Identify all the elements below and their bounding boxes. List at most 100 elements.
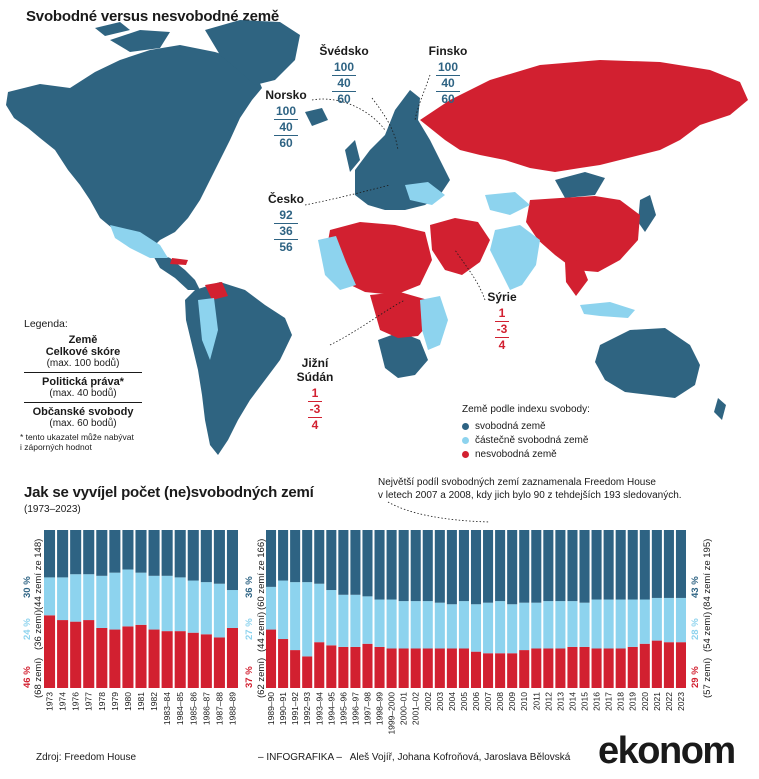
bar-segment [350, 594, 361, 647]
legend-footnote: * tento ukazatel může nabývat i zápornýc… [20, 432, 134, 452]
map-central-asia [485, 192, 530, 215]
legend-footnote-line2: i záporných hodnot [20, 442, 92, 452]
right-partly-pct: 28 % [690, 618, 701, 640]
bar-segment [627, 646, 638, 688]
bar-segment [96, 575, 108, 628]
bar-segment [314, 530, 325, 584]
right-free-pct: 43 % [690, 576, 701, 598]
left-notfree-note: (68 zemí) [33, 657, 44, 698]
tick-label: 1993–94 [314, 692, 324, 725]
tick-label: 1981 [136, 692, 146, 711]
score-political: -3 [308, 402, 322, 418]
bar-segment [639, 599, 650, 644]
bar-segment [213, 530, 225, 584]
tick-label: 2003 [435, 692, 445, 711]
score-country-name: Finsko [428, 44, 468, 58]
bar-segment [278, 580, 289, 640]
tick-label: 2019 [628, 692, 638, 711]
tick-label: 2004 [447, 692, 457, 711]
bar-segment [555, 648, 566, 688]
bar-segment [350, 646, 361, 688]
bar-segment [362, 643, 373, 688]
tick-label: 2015 [580, 692, 590, 711]
tick-label: 2012 [543, 692, 553, 711]
map-west-africa [318, 236, 356, 290]
bar-segment [374, 646, 385, 688]
score-political: 40 [274, 120, 298, 136]
right-partly-label: 28 % [690, 618, 701, 640]
bar-segment [326, 645, 337, 688]
score-country-name: Švédsko [319, 44, 369, 58]
bar-segment [591, 530, 602, 600]
score-czechia: Česko 92 36 56 [262, 192, 310, 255]
bar-segment [446, 530, 457, 605]
bar-segment [266, 629, 277, 688]
bar-segment [675, 597, 686, 643]
bar-segment [187, 632, 199, 688]
legend-land: Země [68, 334, 98, 346]
bar-segment [44, 530, 56, 578]
bar-segment [122, 569, 134, 627]
tick-label: 2011 [531, 692, 541, 711]
bar-segment [362, 530, 373, 597]
bar-segment [200, 634, 212, 688]
bar-segment [579, 602, 590, 647]
tick-label: 1988–89 [227, 692, 237, 725]
left-free-pct: 30 % [22, 576, 33, 598]
bar-segment [57, 620, 69, 688]
mid-notfree-label: 37 % [244, 666, 255, 688]
bar-segment [187, 530, 199, 581]
tick-label: 1991–92 [290, 692, 300, 725]
bar-segment [615, 530, 626, 600]
score-civil: 4 [498, 338, 506, 352]
map-indonesia [580, 302, 635, 318]
map-greenland [205, 20, 300, 85]
bar-segment [302, 582, 313, 657]
tick-label: 2016 [592, 692, 602, 711]
bar-segment [187, 580, 199, 633]
score-civil: 60 [279, 136, 293, 150]
score-political: 40 [436, 76, 460, 92]
bar-segment [543, 648, 554, 688]
mid-partly-note: (44 zemí) [256, 611, 267, 652]
bar-segment [579, 530, 590, 603]
tick-label: 1974 [58, 692, 68, 711]
bar-segment [57, 577, 69, 621]
bar-segment [639, 643, 650, 688]
score-political: 36 [274, 224, 298, 240]
tick-label: 1985–86 [188, 692, 198, 725]
bar-segment [458, 601, 469, 649]
footer-source: Zdroj: Freedom House [36, 752, 137, 763]
tick-label: 1977 [84, 692, 94, 711]
score-finland: Finsko 100 40 60 [422, 44, 474, 107]
tick-label: 1979 [110, 692, 120, 711]
annotation-leader [387, 501, 491, 523]
bar-segment [44, 577, 56, 616]
bar-segment [555, 530, 566, 602]
chart-annotation-line2: v letech 2007 a 2008, kdy jich bylo 90 z… [378, 490, 682, 501]
bar-segment [579, 646, 590, 688]
left-free-note: (44 zemí ze 148) [33, 538, 44, 610]
bar-segment [531, 602, 542, 649]
bar-segment [663, 530, 674, 598]
map-japan [638, 195, 656, 232]
bar-segment [519, 530, 530, 603]
mid-notfree-pct: 37 % [244, 666, 255, 688]
bar-segment [338, 530, 349, 595]
bar-segment [651, 530, 662, 598]
map-europe [355, 90, 450, 210]
chart-bars [44, 530, 686, 688]
map-arctic-islands [95, 22, 170, 52]
map-russia [420, 60, 748, 172]
leader-line-sweden [371, 97, 399, 151]
bar-segment [519, 650, 530, 688]
left-free-label: 30 % [22, 576, 33, 598]
world-map [6, 20, 748, 455]
right-free-note: (84 zemí ze 195) [702, 538, 713, 610]
bar-segment [83, 620, 95, 688]
bar-segment [519, 602, 530, 651]
tick-label: 2002 [423, 692, 433, 711]
chart-annotation-line1: Největší podíl svobodných zemí zaznamena… [378, 477, 656, 488]
free-swatch-icon [462, 422, 469, 430]
bar-segment [470, 530, 482, 605]
